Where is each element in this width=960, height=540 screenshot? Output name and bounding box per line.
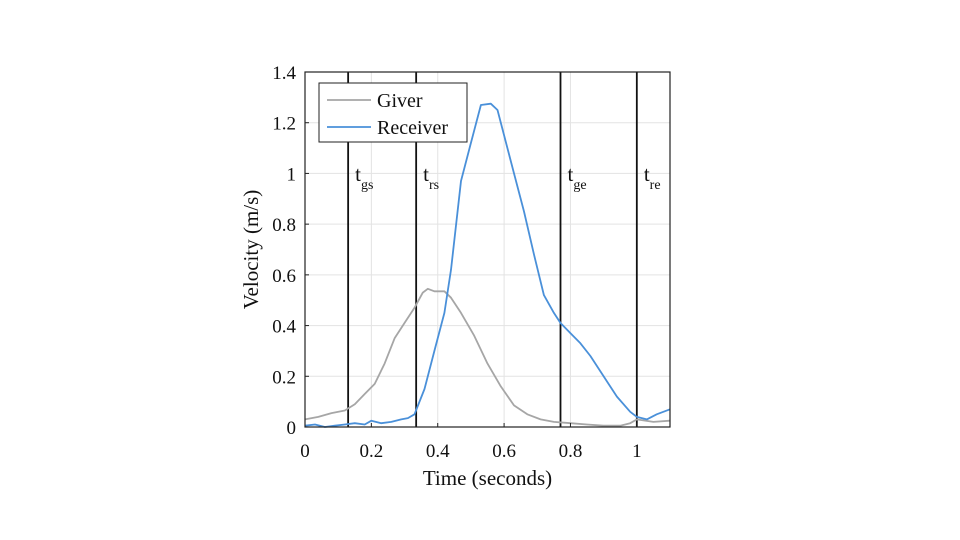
x-tick-label: 0.2 (359, 441, 383, 462)
y-tick-label: 0.4 (272, 317, 296, 338)
event-label-rs: trs (423, 162, 439, 193)
plot-frame (304, 71, 671, 428)
y-tick-label: 1 (287, 164, 297, 185)
x-tick-label: 0.6 (492, 441, 516, 462)
series-lines (304, 102, 671, 428)
x-tick-label: 1 (632, 441, 642, 462)
y-tick-label: 0.6 (272, 266, 296, 287)
y-tick-label: 1.2 (272, 114, 296, 135)
x-tick-label: 0.4 (426, 441, 450, 462)
x-tick-label: 0 (300, 441, 310, 462)
y-tick-label: 0 (287, 418, 297, 439)
y-tick-label: 0.2 (272, 367, 296, 388)
series-line-giver (304, 287, 671, 427)
event-label-ge: tge (568, 162, 587, 193)
y-axis-ticks: 0 0.2 0.4 0.6 0.8 1 1.2 1.4 (272, 63, 309, 439)
event-lines: tgs trs tge tre (347, 72, 661, 427)
y-tick-label: 0.8 (272, 215, 296, 236)
event-label-re: tre (644, 162, 661, 193)
x-tick-label: 0.8 (559, 441, 583, 462)
legend: Giver Receiver (318, 82, 468, 143)
legend-label-giver: Giver (377, 90, 423, 112)
legend-box (318, 82, 468, 143)
y-tick-label: 1.4 (272, 63, 296, 84)
y-axis-label: Velocity (m/s) (239, 190, 263, 310)
x-axis-label: Time (seconds) (423, 466, 552, 490)
event-label-gs: tgs (355, 162, 373, 193)
legend-label-receiver: Receiver (377, 117, 448, 139)
x-axis-ticks: 0 0.2 0.4 0.6 0.8 1 (300, 423, 642, 462)
series-line-receiver (304, 102, 671, 428)
